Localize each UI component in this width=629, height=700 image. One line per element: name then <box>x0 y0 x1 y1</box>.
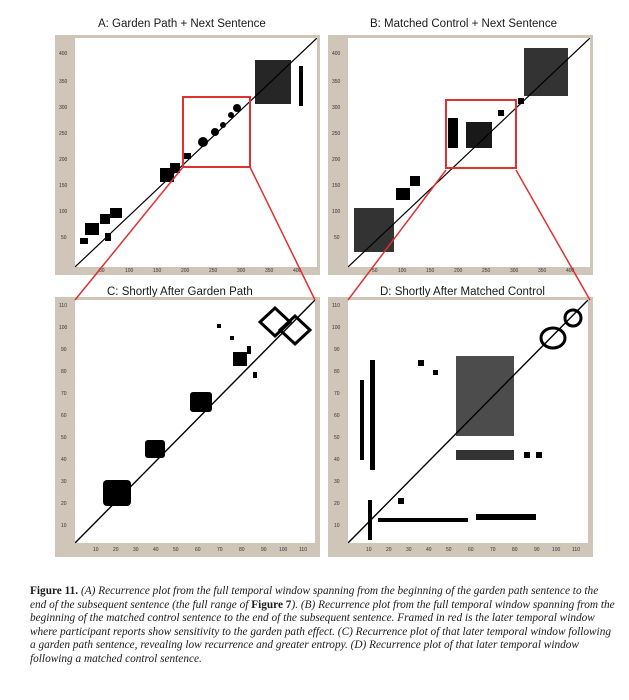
panel-b-ytick-5: 200 <box>332 157 341 163</box>
panel-b-xtick-8: 400 <box>566 268 575 274</box>
panel-d-xtick-4: 40 <box>426 547 432 553</box>
panel-c-ytick-8: 40 <box>61 457 67 463</box>
panel-b-plot-area <box>348 38 590 267</box>
panel-c-ytick-1: 110 <box>59 303 67 309</box>
panel-d-xtick-11: 110 <box>572 547 580 553</box>
panel-d-ytick-1: 110 <box>332 303 340 309</box>
panel-c-xtick-4: 40 <box>153 547 159 553</box>
panel-d-xtick-1: 10 <box>366 547 372 553</box>
panel-a-xtick-3: 150 <box>153 268 162 274</box>
panel-a-xtick-6: 300 <box>237 268 246 274</box>
panel-d-plot-area <box>348 300 588 543</box>
panel-b-highlight-frame <box>445 99 517 169</box>
panel-c-xtick-9: 90 <box>261 547 267 553</box>
panel-a-marks <box>75 38 317 267</box>
panel-a-ytick-7: 100 <box>59 209 68 215</box>
panel-c-ytick-6: 60 <box>61 413 67 419</box>
panel-c-xtick-8: 80 <box>239 547 245 553</box>
panel-b-xtick-4: 200 <box>454 268 463 274</box>
panel-a-ytick-3: 300 <box>59 105 68 111</box>
panel-a-xtick-7: 350 <box>265 268 274 274</box>
panel-c-ytick-7: 50 <box>61 435 67 441</box>
panel-c-ytick-9: 30 <box>61 479 67 485</box>
panel-b-xtick-1: 50 <box>372 268 378 274</box>
panel-d-recurrence-plot: 110 100 90 80 70 60 50 40 30 20 10 10 20… <box>328 297 593 557</box>
panel-b-ytick-4: 250 <box>332 131 341 137</box>
panel-d-ytick-3: 90 <box>334 347 340 353</box>
caption-text-part-1: (A) Recurrence plot from the full tempor… <box>30 585 599 611</box>
panel-c-xtick-11: 110 <box>299 547 307 553</box>
panel-a-ytick-4: 250 <box>59 131 68 137</box>
panel-b-xtick-6: 300 <box>510 268 519 274</box>
panel-b-xtick-5: 250 <box>482 268 491 274</box>
panel-d-ytick-2: 100 <box>332 325 341 331</box>
panel-b-ytick-1: 400 <box>332 51 341 57</box>
panel-b-xtick-2: 100 <box>398 268 407 274</box>
figure-reference: Figure 7 <box>251 598 292 611</box>
panel-d-xtick-8: 80 <box>512 547 518 553</box>
panel-b-ytick-3: 300 <box>332 105 341 111</box>
panel-d-ytick-4: 80 <box>334 369 340 375</box>
panel-d-ytick-6: 60 <box>334 413 340 419</box>
panel-d-ytick-5: 70 <box>334 391 340 397</box>
panel-b-xtick-3: 150 <box>426 268 435 274</box>
panel-c-ytick-10: 20 <box>61 501 67 507</box>
panel-a-ytick-6: 150 <box>59 183 68 189</box>
panel-a-xtick-4: 200 <box>181 268 190 274</box>
panel-b-marks <box>348 38 590 267</box>
panel-d-xtick-2: 20 <box>386 547 392 553</box>
panel-c-xtick-6: 60 <box>195 547 201 553</box>
panel-a-xtick-8: 400 <box>293 268 302 274</box>
panel-c-xtick-1: 10 <box>93 547 99 553</box>
panel-b-xtick-7: 350 <box>538 268 547 274</box>
panel-c-xtick-3: 30 <box>133 547 139 553</box>
panel-c-xtick-2: 20 <box>113 547 119 553</box>
panel-c-ytick-5: 70 <box>61 391 67 397</box>
panel-a-xtick-2: 100 <box>125 268 134 274</box>
panel-d-ytick-7: 50 <box>334 435 340 441</box>
panel-a-ytick-5: 200 <box>59 157 68 163</box>
panel-b-recurrence-plot: 400 350 300 250 200 150 100 50 50 100 15… <box>328 35 593 275</box>
panel-c-ytick-11: 10 <box>61 523 67 529</box>
panel-a-title: A: Garden Path + Next Sentence <box>98 18 266 30</box>
panel-c-xtick-7: 70 <box>217 547 223 553</box>
panel-b-ytick-2: 350 <box>332 79 341 85</box>
panel-c-marks <box>75 300 315 543</box>
figure-caption: Figure 11. (A) Recurrence plot from the … <box>30 585 615 667</box>
panel-d-ytick-9: 30 <box>334 479 340 485</box>
panel-a-ytick-8: 50 <box>61 235 67 241</box>
panel-d-xtick-3: 30 <box>406 547 412 553</box>
panel-a-recurrence-plot: 400 350 300 250 200 150 100 50 50 100 15… <box>55 35 320 275</box>
panel-b-ytick-6: 150 <box>332 183 341 189</box>
panel-a-xtick-1: 50 <box>99 268 105 274</box>
panel-b-ytick-7: 100 <box>332 209 341 215</box>
panel-a-plot-area <box>75 38 317 267</box>
panel-d-ytick-11: 10 <box>334 523 340 529</box>
panel-d-xtick-5: 50 <box>446 547 452 553</box>
panel-a-xtick-5: 250 <box>209 268 218 274</box>
panel-c-plot-area <box>75 300 315 543</box>
caption-text-part-2: ). (B) Recurrence plot from the full tem… <box>30 598 615 665</box>
panel-c-ytick-2: 100 <box>59 325 68 331</box>
panel-d-ytick-10: 20 <box>334 501 340 507</box>
panel-d-ytick-8: 40 <box>334 457 340 463</box>
panel-c-ytick-3: 90 <box>61 347 67 353</box>
panel-d-xtick-6: 60 <box>468 547 474 553</box>
panel-d-marks <box>348 300 588 543</box>
panel-d-xtick-7: 70 <box>490 547 496 553</box>
panel-d-xtick-10: 100 <box>552 547 561 553</box>
panel-c-ytick-4: 80 <box>61 369 67 375</box>
panel-b-ytick-8: 50 <box>334 235 340 241</box>
panel-c-xtick-5: 50 <box>173 547 179 553</box>
panel-c-xtick-10: 100 <box>279 547 288 553</box>
panel-d-xtick-9: 90 <box>534 547 540 553</box>
panel-a-ytick-1: 400 <box>59 51 68 57</box>
panel-c-recurrence-plot: 110 100 90 80 70 60 50 40 30 20 10 10 20… <box>55 297 320 557</box>
panel-b-title: B: Matched Control + Next Sentence <box>370 18 557 30</box>
panel-a-highlight-frame <box>182 96 251 168</box>
panel-a-ytick-2: 350 <box>59 79 68 85</box>
figure-label: Figure 11. <box>30 585 79 597</box>
